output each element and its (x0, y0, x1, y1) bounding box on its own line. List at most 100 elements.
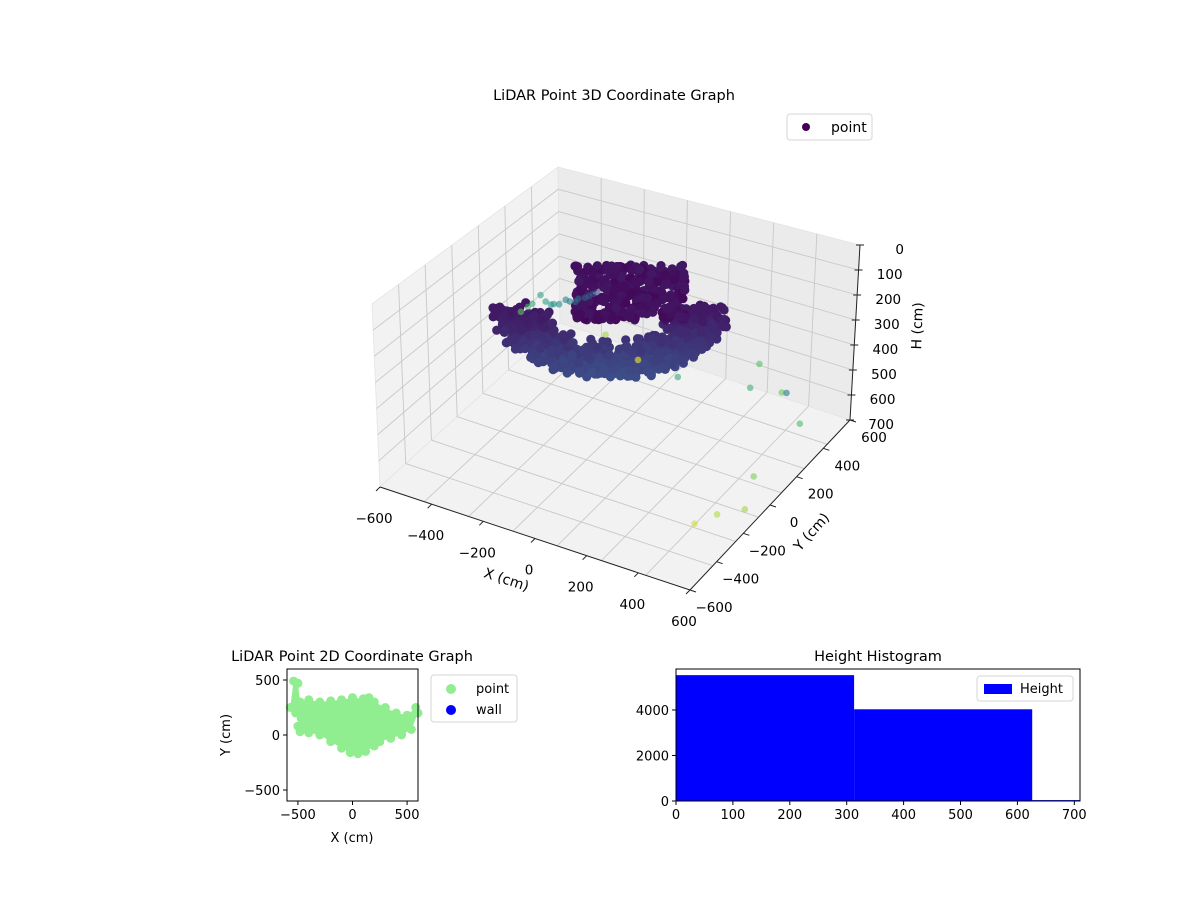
point-3d (678, 294, 687, 303)
legend-2d-wall-marker (446, 705, 456, 715)
point-3d (549, 328, 558, 337)
z-tick-label-3d: 500 (871, 367, 897, 383)
point-3d (668, 340, 677, 349)
point-3d (679, 269, 688, 278)
point-2d (370, 698, 379, 707)
point-2d (304, 728, 313, 737)
point-3d (677, 342, 686, 351)
legend-2d-point-marker (446, 684, 456, 694)
x-tick-label-3d: −600 (355, 511, 392, 527)
y-tick-label-3d: 200 (808, 487, 834, 503)
z-tick-label-3d: 100 (877, 267, 903, 283)
point-2d (397, 731, 406, 740)
point-3d (594, 315, 603, 324)
point-2d (381, 703, 390, 712)
point-3d (677, 328, 686, 337)
point-3d (669, 275, 678, 284)
point-3d-sparse (675, 374, 682, 381)
point-3d (618, 358, 627, 367)
point-3d-sparse (518, 309, 525, 316)
x-tick-label-3d: 0 (525, 563, 534, 579)
y-tick-label-3d: 400 (834, 458, 860, 474)
z-tick-label-3d: 0 (895, 242, 904, 258)
x-tick-label-hist: 600 (1005, 808, 1030, 823)
point-3d (568, 351, 577, 360)
point-3d (568, 338, 577, 347)
point-3d (492, 326, 501, 335)
point-2d (386, 734, 395, 743)
point-3d (611, 315, 620, 324)
point-3d (572, 311, 581, 320)
point-3d (599, 297, 608, 306)
x-tick-3d (686, 590, 690, 594)
point-3d-sparse (556, 301, 563, 308)
point-3d (585, 308, 594, 317)
point-3d (717, 320, 726, 329)
point-3d (660, 347, 669, 356)
x-tick-3d (428, 504, 432, 508)
plot-3d-legend: point (787, 114, 872, 140)
point-3d (653, 299, 662, 308)
x-tick-label-hist: 700 (1062, 808, 1087, 823)
point-3d (676, 312, 685, 321)
histogram-title: Height Histogram (814, 649, 942, 665)
z-tick-label-3d: 600 (870, 392, 896, 408)
point-3d (635, 265, 644, 274)
z-tick-label-3d: 400 (873, 342, 899, 358)
point-3d (671, 353, 680, 362)
point-3d-sparse (537, 292, 544, 299)
point-3d (647, 269, 656, 278)
y-tick-3d (690, 590, 696, 592)
plot-2d-legend: point wall (431, 675, 517, 722)
x-tick-label-3d: 400 (619, 597, 645, 613)
z-tick-label-3d: 700 (868, 417, 894, 433)
histogram-legend: Height (977, 676, 1073, 701)
point-2d (296, 698, 305, 707)
y-tick-3d (770, 505, 776, 507)
point-3d (644, 277, 653, 286)
point-2d (370, 742, 379, 751)
point-3d-sparse (691, 520, 698, 527)
point-3d-sparse (529, 300, 536, 307)
point-3d (610, 270, 619, 279)
point-3d (696, 341, 705, 350)
x-tick-label-hist: 0 (672, 808, 680, 823)
point-3d (599, 276, 608, 285)
point-3d (636, 347, 645, 356)
x-tick-label-2d: 0 (348, 808, 356, 823)
legend-2d-point-label: point (476, 682, 509, 697)
y-tick-3d (823, 448, 829, 450)
point-3d (624, 345, 633, 354)
point-3d (523, 317, 532, 326)
x-tick-3d (531, 539, 535, 543)
point-3d (638, 293, 647, 302)
x-tick-3d (376, 487, 380, 491)
y-tick-3d (717, 562, 723, 564)
point-3d-sparse (602, 331, 609, 338)
point-3d (627, 266, 636, 275)
y-tick-label-2d: 0 (272, 729, 280, 744)
point-3d (658, 332, 667, 341)
x-tick-label-2d: 500 (395, 808, 420, 823)
point-3d (605, 351, 614, 360)
point-3d (511, 344, 520, 353)
y-tick-label-2d: −500 (244, 784, 280, 799)
point-3d (584, 353, 593, 362)
point-2d (304, 695, 313, 704)
point-3d (616, 371, 625, 380)
point-3d (549, 365, 558, 374)
point-3d (667, 294, 676, 303)
y-tick-label-hist: 4000 (636, 704, 669, 719)
plot-2d: LiDAR Point 2D Coordinate Graph −500−500… (219, 649, 517, 846)
point-3d (551, 338, 560, 347)
point-2d (337, 695, 346, 704)
legend-hist-height-label: Height (1020, 682, 1063, 697)
point-3d (559, 330, 568, 339)
z-axis-label-3d: H (cm) (909, 302, 927, 350)
point-2d (361, 747, 370, 756)
point-3d (548, 319, 557, 328)
point-3d (710, 325, 719, 334)
point-2d (291, 709, 300, 718)
point-3d-sparse (635, 357, 642, 364)
